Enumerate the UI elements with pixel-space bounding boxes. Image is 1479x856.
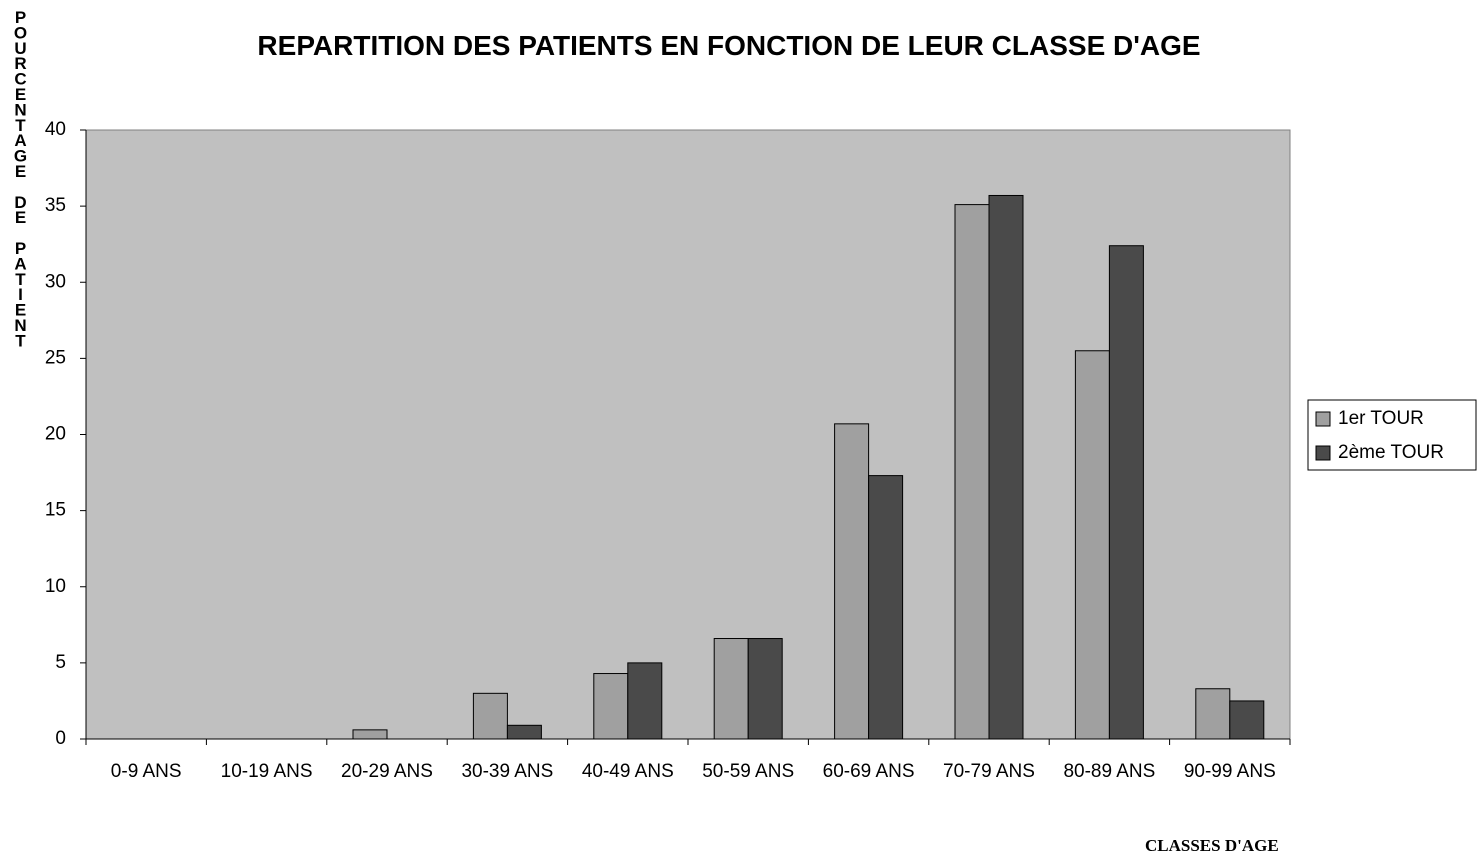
legend-swatch	[1315, 445, 1331, 461]
y-tick-label: 30	[45, 271, 66, 292]
bar	[988, 194, 1024, 740]
y-tick-label: 25	[45, 347, 66, 368]
x-tick-label: 20-29 ANS	[341, 761, 433, 782]
x-tick-label: 0-9 ANS	[110, 761, 182, 782]
x-tick-label: 40-49 ANS	[581, 761, 674, 782]
y-tick-label: 40	[45, 119, 66, 140]
chart-title: REPARTITION DES PATIENTS EN FONCTION DE …	[257, 30, 1201, 61]
y-tick-label: 15	[45, 500, 66, 521]
bar	[627, 662, 663, 740]
x-tick-label: 30-39 ANS	[461, 761, 554, 782]
legend-swatch	[1315, 411, 1331, 427]
x-tick-label: 80-89 ANS	[1063, 761, 1156, 782]
y-tick-label: 20	[45, 424, 66, 445]
x-tick-label: 90-99 ANS	[1183, 761, 1276, 782]
legend-label: 2ème TOUR	[1338, 442, 1444, 463]
bar	[713, 638, 749, 740]
bar	[747, 638, 783, 740]
bar	[472, 692, 508, 740]
x-axis-title: CLASSES D'AGE	[1145, 836, 1279, 855]
x-tick-label: 10-19 ANS	[220, 761, 313, 782]
legend-box	[1307, 399, 1477, 471]
y-axis-title: POURCENTAGE DE PATIENT	[11, 8, 30, 347]
x-tick-label: 60-69 ANS	[822, 761, 915, 782]
bar	[593, 673, 629, 740]
bar	[506, 724, 542, 740]
bar	[868, 475, 904, 740]
bar	[834, 423, 870, 740]
y-tick-label: 10	[45, 576, 66, 597]
y-tick-label: 5	[55, 652, 66, 673]
y-tick-label: 0	[55, 728, 66, 749]
bar	[1108, 245, 1144, 740]
bar	[1074, 350, 1110, 740]
bar	[1229, 700, 1265, 740]
bar	[1195, 688, 1231, 740]
bar	[352, 729, 388, 740]
bar	[954, 204, 990, 740]
legend-label: 1er TOUR	[1338, 408, 1424, 429]
y-tick-label: 35	[45, 195, 66, 216]
x-tick-label: 50-59 ANS	[702, 761, 795, 782]
x-tick-label: 70-79 ANS	[943, 761, 1035, 782]
